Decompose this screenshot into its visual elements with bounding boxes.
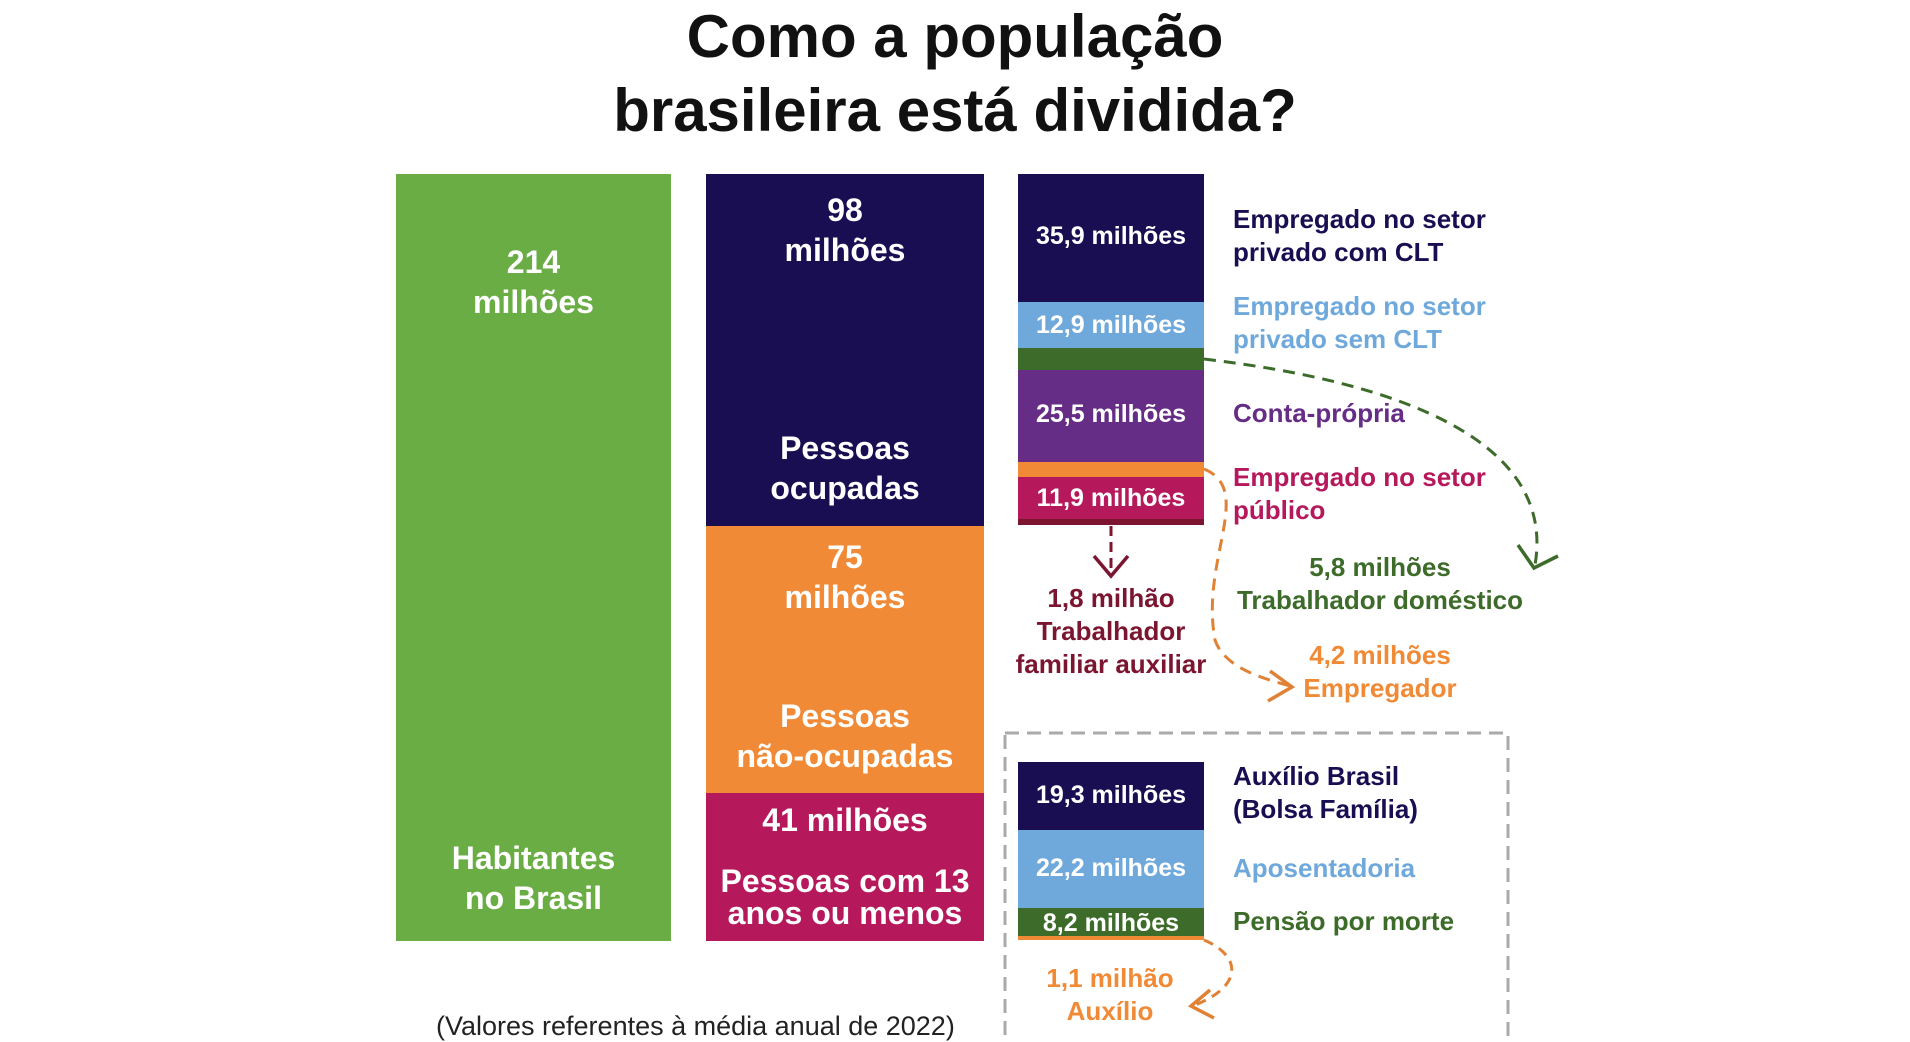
auxilio-value: 1,1 milhão [1046, 963, 1174, 993]
empregador-arrowhead [1267, 669, 1296, 703]
ocupadas-unit: milhões [784, 232, 906, 268]
empregador-callout: 4,2 milhões Empregador [1280, 639, 1480, 705]
publico-label-1: Empregado no setor [1233, 462, 1486, 492]
bolsa-value: 19,3 milhões [1035, 781, 1187, 809]
habitantes-label-2: no Brasil [465, 880, 602, 916]
auxilio-label: Auxílio [1066, 996, 1154, 1026]
sem-clt-label: Empregado no setor privado sem CLT [1233, 290, 1486, 356]
clt-label-2: privado com CLT [1233, 237, 1444, 267]
conta-propria-label: Conta-própria [1233, 397, 1405, 430]
title-line-1: Como a população [686, 3, 1224, 70]
bolsa-label: Auxílio Brasil (Bolsa Família) [1233, 760, 1418, 826]
bar-auxilio [1018, 936, 1204, 940]
bar-publico: 11,9 milhões [1018, 477, 1204, 519]
bar-pensao: 8,2 milhões [1018, 908, 1204, 937]
publico-label: Empregado no setor público [1233, 461, 1486, 527]
ocupadas-label-2: ocupadas [770, 470, 920, 506]
title-line-2: brasileira está dividida? [613, 77, 1297, 144]
bar-domestico [1018, 348, 1204, 370]
nao-ocupadas-value: 75 [827, 539, 863, 575]
bolsa-label-2: (Bolsa Família) [1233, 794, 1418, 824]
habitantes-value: 214 [506, 244, 561, 280]
familiar-label-1: Trabalhador [1036, 616, 1186, 646]
habitantes-unit: milhões [473, 284, 594, 320]
bar-habitantes: 214 milhões Habitantes no Brasil [396, 174, 671, 941]
pensao-label: Pensão por morte [1233, 905, 1454, 938]
domestico-label: Trabalhador doméstico [1236, 585, 1524, 615]
bar-bolsa: 19,3 milhões [1018, 762, 1204, 830]
auxilio-arrowhead [1187, 988, 1215, 1020]
familiar-value: 1,8 milhão [1047, 583, 1175, 613]
bar-aposentadoria: 22,2 milhões [1018, 830, 1204, 908]
domestico-callout: 5,8 milhões Trabalhador doméstico [1230, 551, 1530, 617]
ocupadas-label-1: Pessoas [780, 430, 910, 466]
bar-clt: 35,9 milhões [1018, 174, 1204, 302]
familiar-arrowhead [1092, 554, 1130, 579]
domestico-arrowhead [1516, 544, 1559, 571]
auxilio-arrow [1194, 938, 1234, 1007]
clt-label: Empregado no setor privado com CLT [1233, 203, 1486, 269]
pensao-value: 8,2 milhões [1042, 909, 1180, 937]
bar-ocupadas: 98 milhões Pessoas ocupadas [706, 174, 984, 526]
bar-familiar [1018, 519, 1204, 525]
conta-propria-value: 25,5 milhões [1035, 400, 1187, 428]
benefits-box [1003, 731, 1510, 1040]
empregador-label: Empregador [1303, 673, 1457, 703]
footnote: (Valores referentes à média anual de 202… [436, 1011, 955, 1041]
nao-ocupadas-unit: milhões [784, 579, 906, 615]
domestico-arrow [1203, 357, 1539, 566]
pensao-label-text: Pensão por morte [1233, 906, 1455, 936]
conta-propria-label-1: Conta-própria [1233, 398, 1405, 428]
publico-value: 11,9 milhões [1036, 484, 1186, 512]
auxilio-callout: 1,1 milhão Auxílio [1020, 962, 1200, 1028]
bar-conta-propria: 25,5 milhões [1018, 370, 1204, 462]
sem-clt-label-1: Empregado no setor [1233, 291, 1486, 321]
aposentadoria-label-text: Aposentadoria [1233, 853, 1416, 883]
sem-clt-label-2: privado sem CLT [1233, 324, 1443, 354]
ocupadas-value: 98 [827, 192, 863, 228]
bolsa-label-1: Auxílio Brasil [1233, 761, 1400, 791]
bar-column-2: 98 milhões Pessoas ocupadas 75 milhões P… [706, 174, 984, 941]
bar-nao-ocupadas: 75 milhões Pessoas não-ocupadas [706, 526, 984, 793]
empregador-value: 4,2 milhões [1309, 640, 1451, 670]
aposentadoria-value: 22,2 milhões [1035, 854, 1187, 882]
habitantes-label-1: Habitantes [451, 840, 616, 876]
bar-sem-clt: 12,9 milhões [1018, 302, 1204, 348]
domestico-value: 5,8 milhões [1309, 552, 1451, 582]
publico-label-2: público [1233, 495, 1326, 525]
criancas-value: 41 milhões [762, 802, 928, 838]
clt-label-1: Empregado no setor [1233, 204, 1486, 234]
chart-title: Como a população brasileira está dividid… [0, 0, 1910, 148]
familiar-label-2: familiar auxiliar [1015, 649, 1207, 679]
criancas-label-2: anos ou menos [727, 895, 963, 931]
bar-criancas: 41 milhões Pessoas com 13 anos ou menos [706, 793, 984, 941]
familiar-callout: 1,8 milhão Trabalhador familiar auxiliar [996, 582, 1226, 681]
clt-value: 35,9 milhões [1035, 222, 1187, 250]
empregador-arrow [1203, 467, 1291, 688]
nao-ocupadas-label-1: Pessoas [780, 698, 910, 734]
aposentadoria-label: Aposentadoria [1233, 852, 1415, 885]
bar-empregador [1018, 462, 1204, 477]
nao-ocupadas-label-2: não-ocupadas [736, 738, 954, 774]
sem-clt-value: 12,9 milhões [1035, 311, 1187, 339]
criancas-label-1: Pessoas com 13 [720, 863, 970, 899]
